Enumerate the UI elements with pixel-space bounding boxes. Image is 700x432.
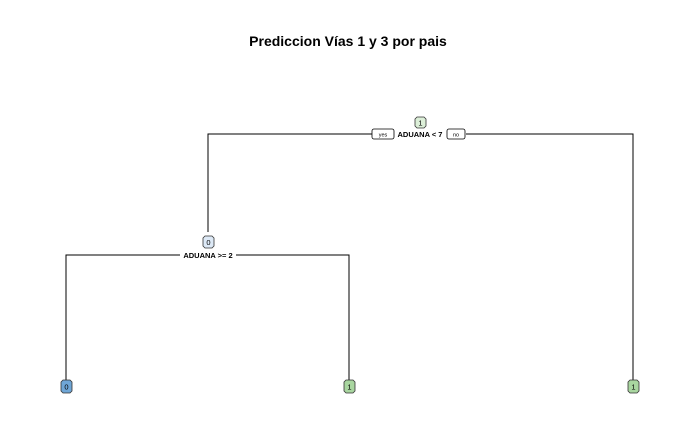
leaf-node-middle: 1 <box>343 379 356 394</box>
root-split-label: ADUANA < 7 <box>398 130 443 139</box>
root-node-box <box>414 116 427 129</box>
root-node: 1 <box>414 116 427 129</box>
internal-node-label: 0 <box>206 238 210 247</box>
tree-edges <box>65 133 634 380</box>
leaf-right-box <box>627 379 640 394</box>
leaf-node-left: 0 <box>60 379 73 394</box>
edge-root-to-right-leaf <box>466 133 634 380</box>
internal-node-box <box>202 235 215 249</box>
internal-split-label: ADUANA >= 2 <box>183 251 232 260</box>
edge-internal-to-middle-leaf <box>236 254 350 380</box>
leaf-left-box <box>60 379 73 394</box>
leaf-middle-box <box>343 379 356 394</box>
leaf-node-right: 1 <box>627 379 640 394</box>
leaf-left-label: 0 <box>64 383 68 392</box>
leaf-right-label: 1 <box>631 383 635 392</box>
root-node-label: 1 <box>418 119 422 128</box>
edge-internal-to-left-leaf <box>65 254 180 380</box>
yes-tag-label: yes <box>379 133 388 139</box>
no-tag-box <box>446 128 466 140</box>
yes-tag-box <box>371 128 395 140</box>
edge-root-to-internal <box>207 133 372 232</box>
root-split: yes ADUANA < 7 no <box>371 128 466 140</box>
leaf-middle-label: 1 <box>347 383 351 392</box>
internal-node: 0 ADUANA >= 2 <box>183 235 233 260</box>
diagram-title: Prediccion Vías 1 y 3 por pais <box>249 33 447 49</box>
no-tag-label: no <box>453 133 459 139</box>
